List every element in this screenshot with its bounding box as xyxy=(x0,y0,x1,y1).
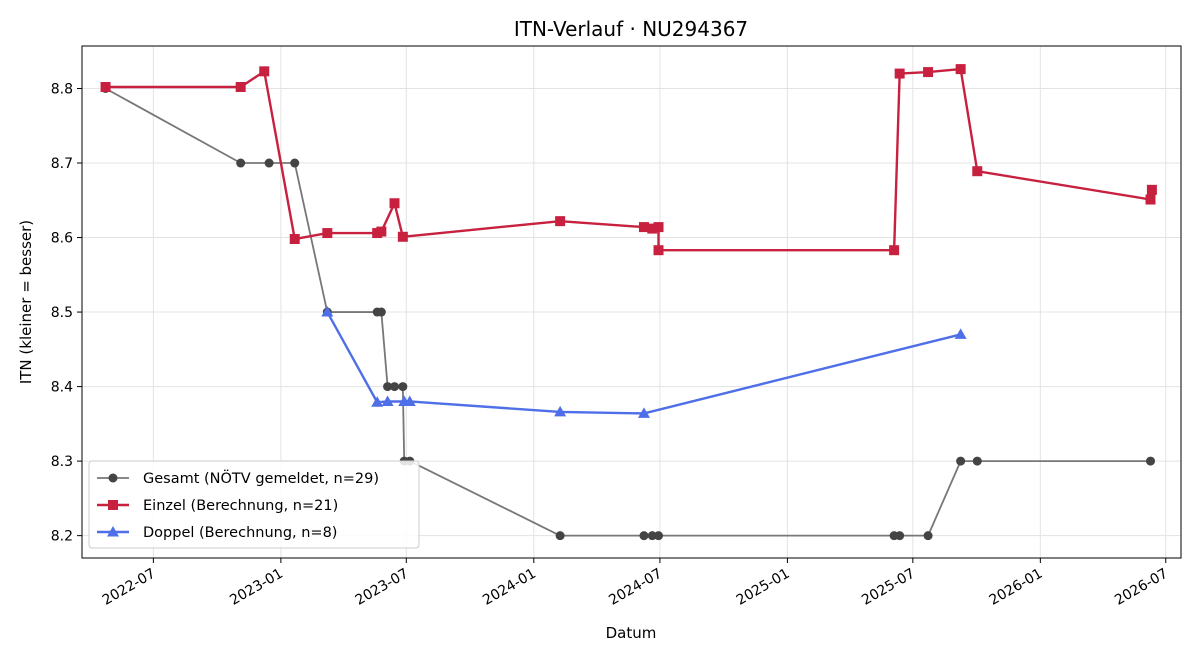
data-point-1 xyxy=(1146,184,1157,195)
data-point-1 xyxy=(653,245,664,256)
data-point-1 xyxy=(397,231,408,242)
data-point-2 xyxy=(403,395,416,406)
data-point-1 xyxy=(923,67,934,78)
y-tick-label: 8.5 xyxy=(51,305,73,321)
series-2 xyxy=(321,306,967,418)
series-1 xyxy=(100,64,1157,256)
legend-marker-2 xyxy=(107,526,119,537)
x-axis-title: Datum xyxy=(606,624,657,642)
legend-label-0: Gesamt (NÖTV gemeldet, n=29) xyxy=(143,469,379,487)
data-point-0 xyxy=(956,456,966,466)
data-point-1 xyxy=(322,228,333,239)
data-point-1 xyxy=(889,245,900,256)
data-point-2 xyxy=(554,405,567,417)
data-point-1 xyxy=(955,64,966,75)
y-tick-label: 8.6 xyxy=(51,231,73,247)
data-point-2 xyxy=(321,306,334,317)
data-point-0 xyxy=(398,382,408,392)
data-point-1 xyxy=(1145,194,1156,205)
data-point-0 xyxy=(1146,456,1156,466)
data-point-0 xyxy=(895,531,905,541)
data-point-2 xyxy=(637,407,650,418)
y-axis-title: ITN (kleiner = besser) xyxy=(17,220,35,384)
data-point-0 xyxy=(647,531,657,541)
data-point-1 xyxy=(376,226,387,237)
legend-marker-1 xyxy=(108,500,118,510)
data-point-1 xyxy=(235,81,246,92)
data-point-1 xyxy=(972,166,983,177)
y-tick-label: 8.7 xyxy=(51,156,73,172)
data-point-1 xyxy=(259,66,270,77)
data-point-1 xyxy=(555,216,566,227)
y-tick-label: 8.8 xyxy=(51,81,73,97)
data-point-2 xyxy=(371,396,384,407)
data-point-1 xyxy=(289,234,300,245)
legend-box xyxy=(88,460,420,549)
data-point-0 xyxy=(264,158,274,168)
data-point-1 xyxy=(653,222,664,233)
data-point-0 xyxy=(383,382,393,392)
chart-title: ITN-Verlauf · NU294367 xyxy=(514,17,748,41)
data-point-0 xyxy=(923,531,933,541)
data-point-0 xyxy=(290,158,300,168)
data-point-0 xyxy=(236,158,246,168)
data-point-0 xyxy=(390,382,400,392)
legend-marker-0 xyxy=(108,473,118,483)
data-point-1 xyxy=(389,198,400,209)
data-point-0 xyxy=(639,531,649,541)
y-tick-label: 8.4 xyxy=(51,380,73,396)
y-tick-label: 8.2 xyxy=(51,529,73,545)
plot-area-frame xyxy=(81,45,1182,559)
legend-label-1: Einzel (Berechnung, n=21) xyxy=(143,498,338,514)
data-point-0 xyxy=(376,307,386,317)
data-point-1 xyxy=(894,68,905,79)
data-point-1 xyxy=(638,222,649,233)
data-point-0 xyxy=(972,456,982,466)
data-point-2 xyxy=(381,395,394,406)
data-point-0 xyxy=(654,531,664,541)
y-tick-label: 8.3 xyxy=(51,454,73,470)
data-point-1 xyxy=(647,223,658,234)
data-point-0 xyxy=(555,531,565,541)
data-point-1 xyxy=(100,81,111,92)
legend: Gesamt (NÖTV gemeldet, n=29) Einzel (Bere… xyxy=(88,460,420,549)
legend-label-2: Doppel (Berechnung, n=8) xyxy=(143,525,337,541)
data-point-2 xyxy=(954,328,967,339)
